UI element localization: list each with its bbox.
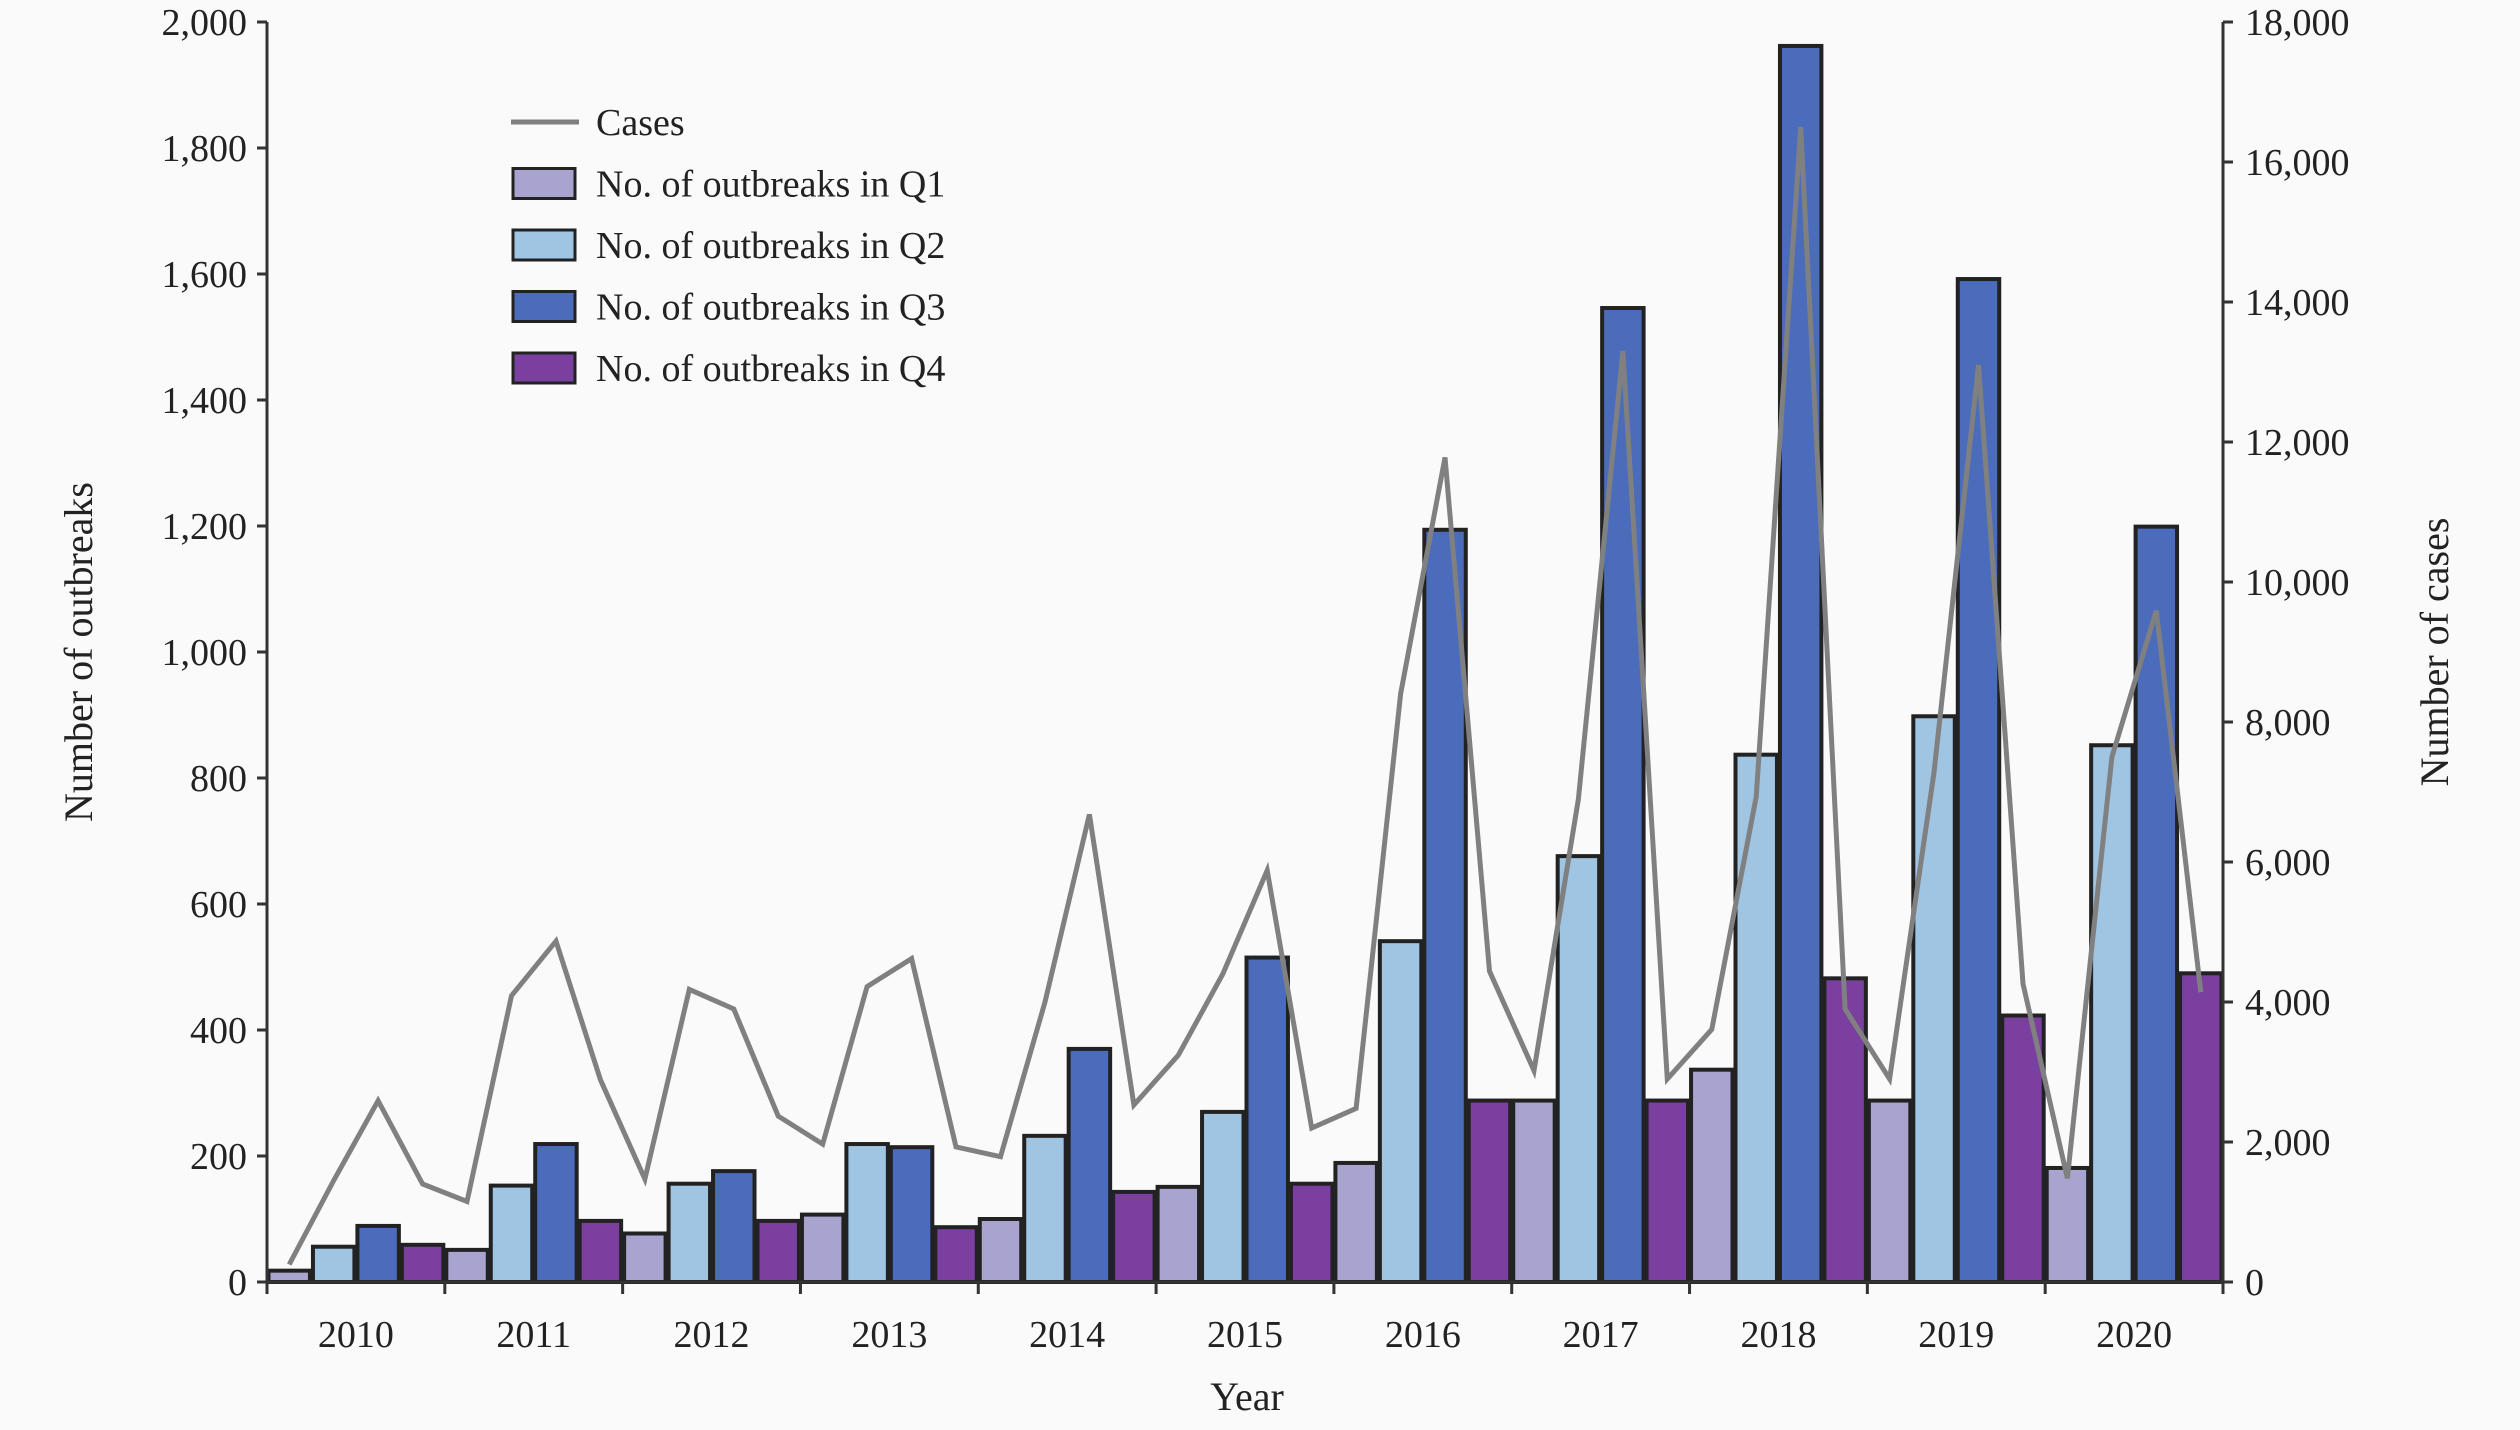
y2-tick-label: 12,000 [2245, 422, 2350, 464]
y-tick-label: 600 [190, 884, 247, 926]
x-tick-label: 2012 [674, 1314, 750, 1356]
x-tick-label: 2017 [1563, 1314, 1639, 1356]
legend-label-q4: No. of outbreaks in Q4 [596, 348, 945, 390]
bar-2010-q2 [310, 1244, 357, 1284]
x-tick-label: 2016 [1385, 1314, 1461, 1356]
bar-2016-q4 [1466, 1098, 1513, 1285]
bar-2018-q4 [1822, 976, 1868, 1285]
legend-swatch-q4 [511, 351, 577, 385]
legend-label-cases: Cases [596, 102, 685, 144]
bar-2015-q1 [1155, 1184, 1202, 1284]
bar-2018-q3 [1777, 43, 1824, 1285]
bar-2014-q4 [1111, 1189, 1157, 1285]
bar-2012-q4 [755, 1218, 801, 1285]
legend-swatch-q1 [511, 167, 577, 200]
bar-2019-q4 [2000, 1013, 2046, 1284]
y-tick-label: 800 [190, 758, 247, 800]
legend-label-q2: No. of outbreaks in Q2 [596, 225, 945, 267]
y-axis-title: Number of outbreaks [56, 482, 101, 822]
bar-2010-q3 [355, 1223, 401, 1285]
bar-2020-q1 [2044, 1165, 2091, 1284]
bar-2013-q4 [933, 1225, 979, 1284]
bar-2013-q3 [888, 1145, 935, 1285]
bar-2014-q3 [1066, 1046, 1113, 1285]
y-tick-label: 1,400 [162, 380, 248, 422]
bar-2011-q3 [533, 1142, 579, 1285]
axes: 0 200 400 600 800 1,000 1,200 1,400 1,600 1,800 2,… [162, 2, 2350, 1356]
y2-tick-label: 6,000 [2245, 842, 2331, 884]
bar-2016-q3 [1422, 527, 1468, 1284]
x-axis-title: Year [1210, 1374, 1284, 1419]
legend-label-q1: No. of outbreaks in Q1 [596, 164, 945, 206]
bar-2010-q1 [266, 1268, 312, 1285]
bar-2012-q3 [711, 1169, 757, 1284]
x-tick-label: 2010 [318, 1314, 394, 1356]
bar-2013-q1 [799, 1212, 846, 1284]
y2-tick-label: 2,000 [2245, 1122, 2331, 1164]
bar-2020-q4 [2178, 971, 2224, 1284]
bar-2017-q2 [1555, 854, 1602, 1284]
bar-2018-q1 [1689, 1067, 1735, 1284]
y2-tick-label: 4,000 [2245, 982, 2331, 1024]
x-tick-label: 2015 [1207, 1314, 1283, 1356]
x-tick-label: 2011 [496, 1314, 571, 1356]
bar-2018-q2 [1733, 752, 1779, 1284]
bar-2010-q4 [399, 1242, 446, 1284]
bar-2012-q2 [666, 1181, 713, 1284]
bar-2020-q3 [2133, 524, 2180, 1284]
y2-tick-label: 8,000 [2245, 702, 2331, 744]
legend-label-q3: No. of outbreaks in Q3 [596, 287, 945, 329]
bar-2016-q1 [1333, 1160, 1379, 1285]
bar-2014-q2 [1022, 1133, 1068, 1284]
legend: Cases No. of outbreaks in Q1 No. of outbre… [511, 102, 945, 390]
bar-2017-q1 [1511, 1098, 1557, 1285]
y2-axis-title: Number of cases [2412, 518, 2457, 787]
legend-swatch-q3 [511, 290, 577, 323]
x-tick-label: 2019 [1918, 1314, 1994, 1356]
bar-2012-q1 [622, 1231, 668, 1284]
bar-2013-q2 [844, 1142, 890, 1285]
x-tick-label: 2014 [1029, 1314, 1105, 1356]
y-tick-label: 1,800 [162, 128, 248, 170]
bar-2020-q2 [2089, 743, 2135, 1284]
bar-2019-q3 [1955, 277, 2002, 1285]
bar-2015-q3 [1244, 955, 1290, 1284]
y-tick-label: 1,200 [162, 506, 248, 548]
x-tick-label: 2018 [1740, 1314, 1816, 1356]
legend-swatch-q2 [511, 228, 577, 262]
bar-2011-q1 [444, 1247, 490, 1284]
y2-tick-label: 18,000 [2245, 2, 2350, 44]
y-tick-label: 400 [190, 1010, 247, 1052]
cases-line [286, 126, 2204, 1266]
bar-2015-q4 [1288, 1181, 1335, 1284]
bar-2011-q2 [488, 1183, 535, 1284]
bar-2011-q4 [577, 1218, 624, 1285]
y-tick-label: 1,000 [162, 632, 248, 674]
bar-2019-q1 [1866, 1098, 1913, 1285]
bar-2017-q4 [1644, 1098, 1691, 1285]
y2-tick-label: 0 [2245, 1262, 2264, 1304]
bar-2017-q3 [1600, 306, 1646, 1284]
y2-tick-label: 10,000 [2245, 562, 2350, 604]
bar-2015-q2 [1200, 1109, 1246, 1285]
y-tick-label: 1,600 [162, 254, 248, 296]
y2-tick-label: 16,000 [2245, 142, 2350, 184]
y-tick-label: 200 [190, 1136, 247, 1178]
y-tick-label: 2,000 [162, 2, 248, 44]
y-tick-label: 0 [228, 1262, 247, 1304]
x-tick-label: 2013 [851, 1314, 927, 1356]
bar-2016-q2 [1377, 939, 1424, 1284]
cases-line-path [286, 126, 2204, 1266]
bars [266, 43, 2224, 1285]
x-tick-label: 2020 [2096, 1314, 2172, 1356]
bar-2014-q1 [977, 1217, 1024, 1284]
bar-2019-q2 [1911, 714, 1957, 1284]
y2-tick-label: 14,000 [2245, 282, 2350, 324]
